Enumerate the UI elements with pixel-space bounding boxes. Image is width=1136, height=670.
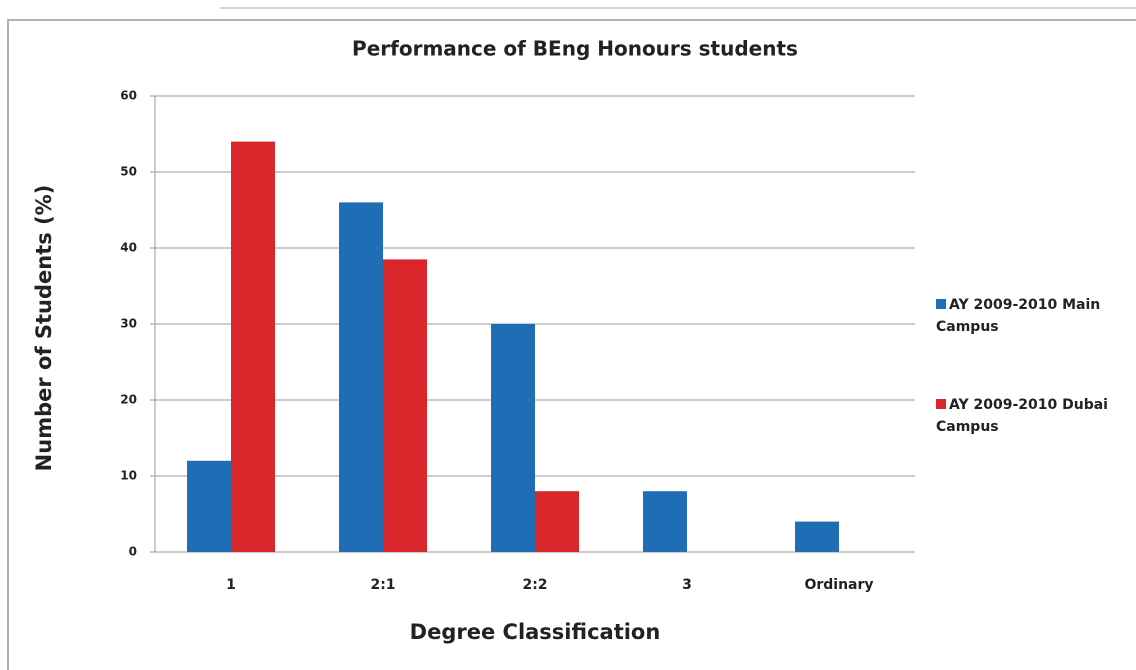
bar bbox=[795, 521, 839, 552]
legend-item: AY 2009-2010 Main Campus bbox=[936, 294, 1126, 338]
bar bbox=[231, 141, 275, 552]
y-tick-label: 60 bbox=[120, 89, 137, 103]
bar bbox=[643, 491, 687, 552]
y-tick-label: 30 bbox=[120, 317, 137, 331]
y-tick-label: 40 bbox=[120, 241, 137, 255]
x-tick-label: Ordinary bbox=[804, 577, 873, 593]
legend-swatch bbox=[936, 299, 946, 309]
frame bbox=[7, 19, 1136, 670]
bar bbox=[535, 491, 579, 552]
x-tick-label: 2:2 bbox=[522, 577, 547, 593]
y-axis-label: Number of Students (%) bbox=[32, 185, 56, 472]
x-tick-label: 3 bbox=[682, 577, 692, 593]
x-tick-label: 2:1 bbox=[370, 577, 395, 593]
y-tick-label: 0 bbox=[129, 545, 137, 559]
y-tick-label: 20 bbox=[120, 393, 137, 407]
legend-item: AY 2009-2010 Dubai Campus bbox=[936, 394, 1126, 438]
legend-label: AY 2009-2010 Main Campus bbox=[936, 297, 1101, 335]
y-tick-label: 10 bbox=[120, 469, 137, 483]
bar bbox=[491, 324, 535, 552]
legend-label: AY 2009-2010 Dubai Campus bbox=[936, 397, 1108, 435]
y-tick-label: 50 bbox=[120, 165, 137, 179]
chart-title: Performance of BEng Honours students bbox=[352, 37, 798, 61]
x-tick-label: 1 bbox=[226, 577, 236, 593]
bar bbox=[339, 202, 383, 552]
legend-swatch bbox=[936, 399, 946, 409]
bar bbox=[187, 460, 231, 552]
bar bbox=[383, 259, 427, 552]
x-axis-label: Degree Classification bbox=[410, 620, 661, 644]
